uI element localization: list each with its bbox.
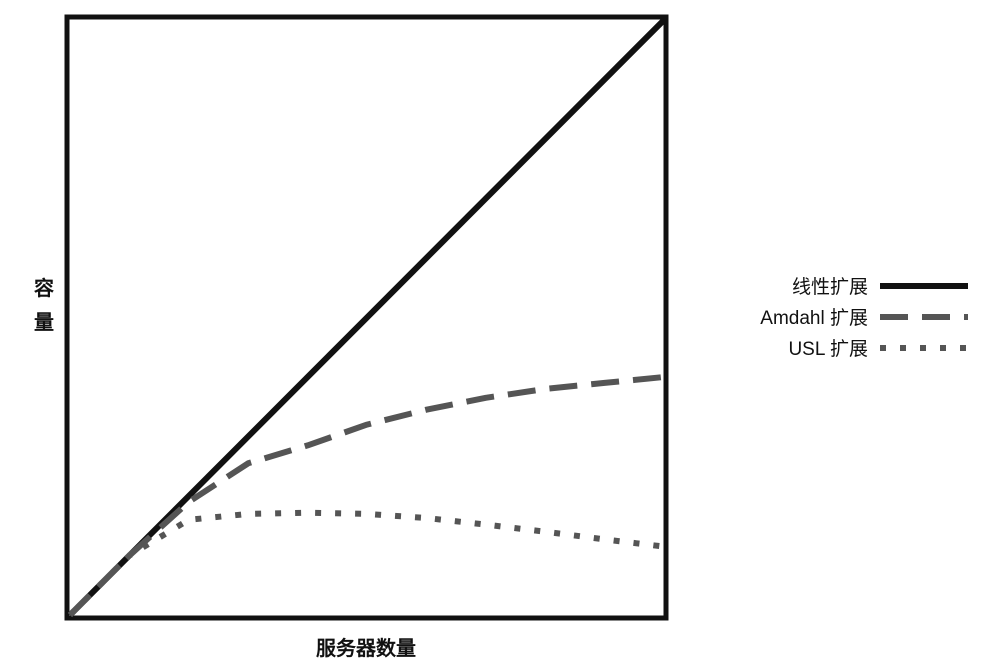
series-line-2 bbox=[67, 374, 665, 618]
plot-frame bbox=[64, 14, 669, 621]
x-axis-label: 服务器数量 bbox=[316, 636, 416, 660]
legend-label-3: USL 扩展 bbox=[788, 338, 868, 360]
y-axis-label-char: 容 bbox=[34, 276, 54, 300]
series-layer bbox=[67, 17, 667, 618]
y-axis-label: 容量 bbox=[34, 276, 54, 334]
legend-label-2: Amdahl 扩展 bbox=[760, 307, 868, 329]
plot-area bbox=[64, 14, 669, 621]
legend-label-1: 线性扩展 bbox=[792, 276, 868, 298]
legend: 线性扩展 Amdahl 扩展 USL 扩展 bbox=[760, 276, 968, 360]
y-axis-label-char: 量 bbox=[34, 310, 54, 334]
